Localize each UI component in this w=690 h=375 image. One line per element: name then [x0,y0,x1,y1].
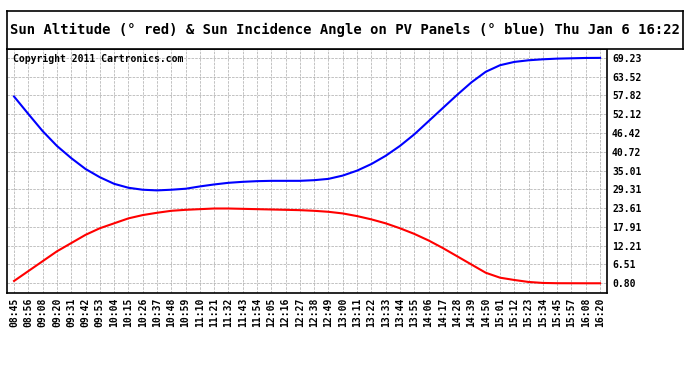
Text: Copyright 2011 Cartronics.com: Copyright 2011 Cartronics.com [13,54,184,64]
Text: Sun Altitude (° red) & Sun Incidence Angle on PV Panels (° blue) Thu Jan 6 16:22: Sun Altitude (° red) & Sun Incidence Ang… [10,23,680,37]
